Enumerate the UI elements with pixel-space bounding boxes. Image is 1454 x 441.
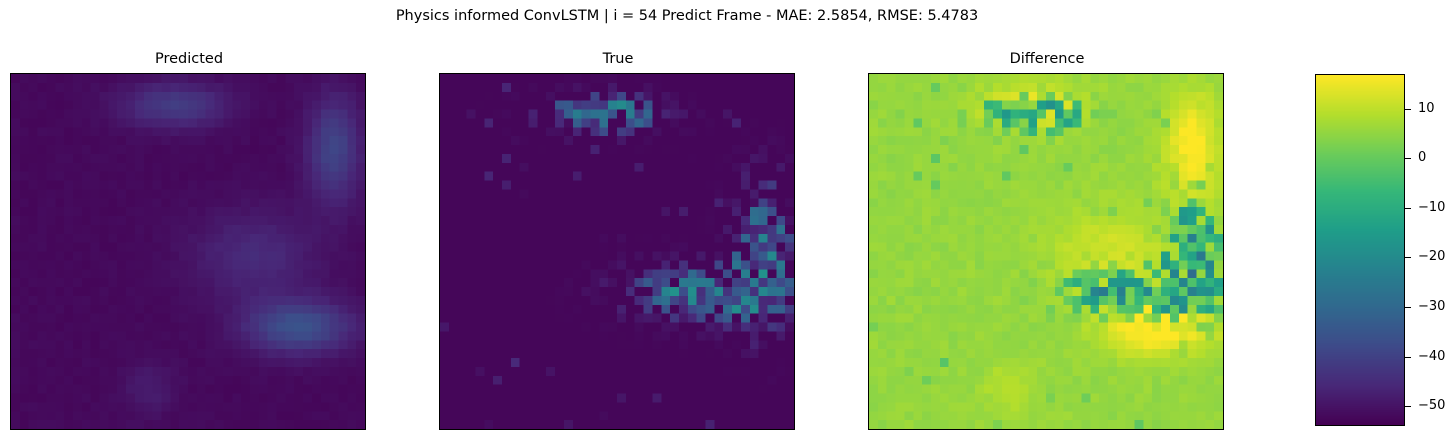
colorbar-tick-label: −50 xyxy=(1418,398,1446,414)
panel-title-predicted: Predicted xyxy=(154,51,224,67)
heatmap-predicted xyxy=(10,73,366,430)
panel-title-true: True xyxy=(602,51,634,67)
colorbar-tick-label: −10 xyxy=(1418,199,1446,215)
colorbar-tick-mark xyxy=(1405,108,1411,110)
colorbar-tick-label: −20 xyxy=(1418,249,1446,265)
heatmap-difference xyxy=(868,73,1224,430)
colorbar xyxy=(1315,74,1405,426)
colorbar-tick-mark xyxy=(1405,257,1411,259)
colorbar-tick-label: −40 xyxy=(1418,348,1446,364)
colorbar-tick-label: 0 xyxy=(1418,150,1427,166)
heatmap-true xyxy=(439,73,795,430)
panel-title-difference: Difference xyxy=(1009,51,1085,67)
colorbar-tick-mark xyxy=(1405,207,1411,209)
colorbar-tick-mark xyxy=(1405,307,1411,308)
figure-title: Physics informed ConvLSTM | i = 54 Predi… xyxy=(395,8,979,24)
colorbar-tick-label: −30 xyxy=(1418,299,1446,314)
colorbar-tick-mark xyxy=(1405,158,1411,160)
colorbar-tick-label: 10 xyxy=(1418,100,1435,116)
colorbar-tick-mark xyxy=(1405,406,1411,408)
colorbar-tick-mark xyxy=(1405,356,1411,358)
